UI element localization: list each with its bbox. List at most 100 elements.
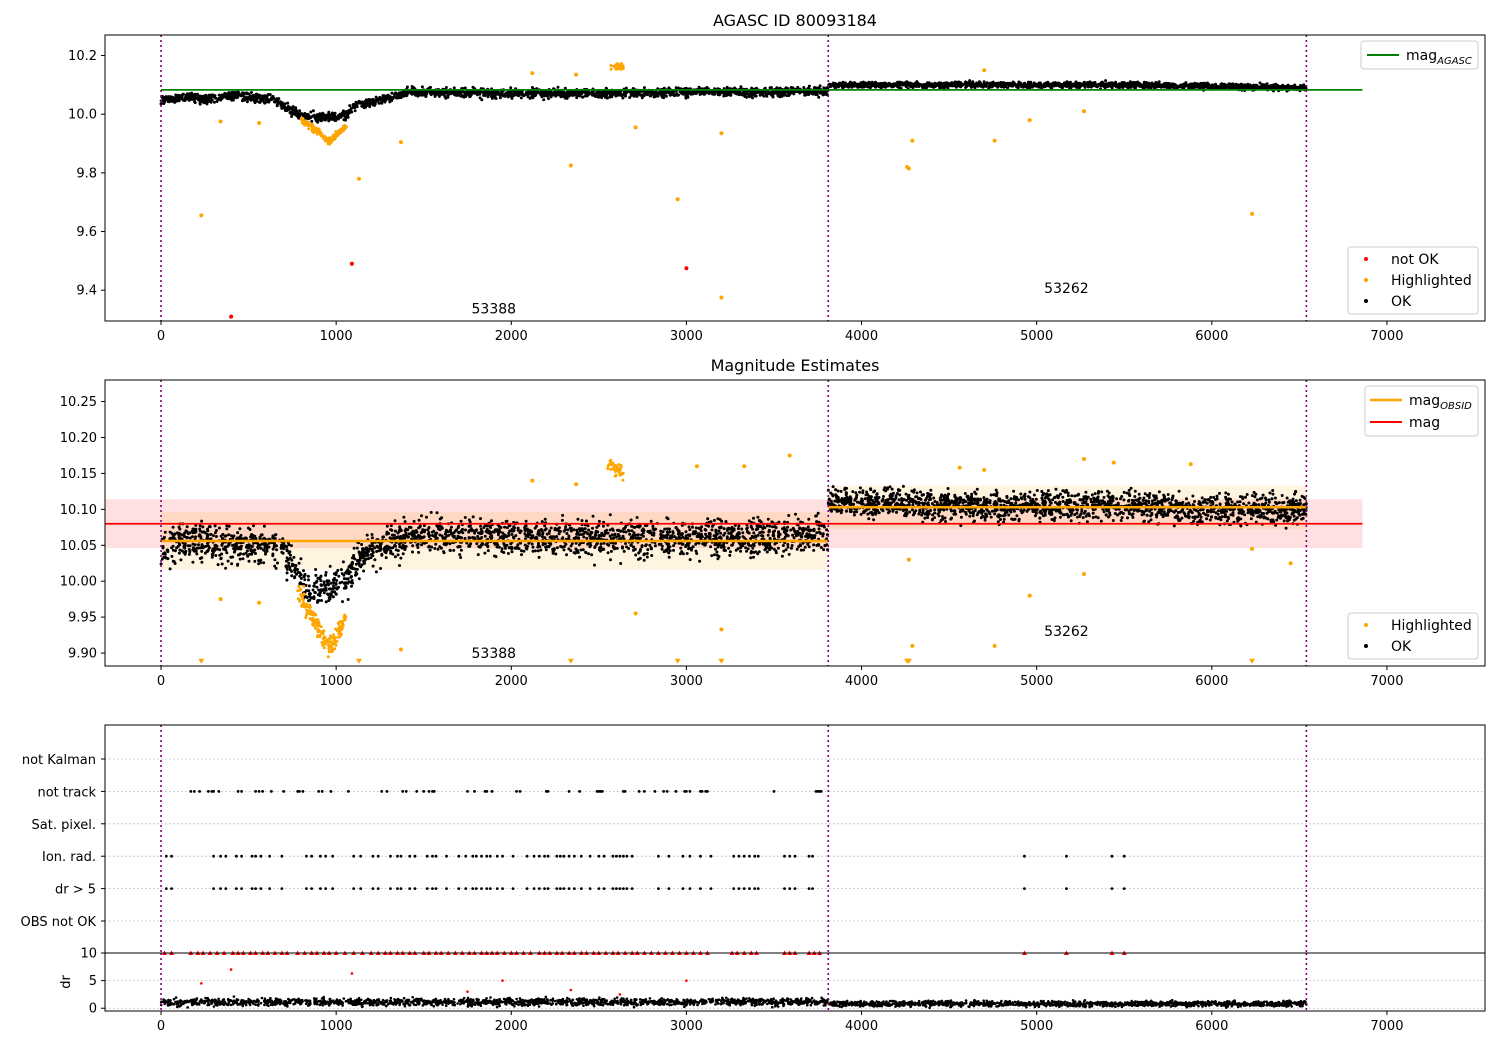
ok-point [624, 542, 627, 545]
ok-point [1111, 84, 1115, 88]
ok-point [314, 118, 318, 122]
ok-point [575, 96, 579, 100]
ok-point [192, 97, 196, 101]
x-tick-label: 1000 [320, 329, 353, 344]
ok-point [490, 94, 494, 98]
ok-point [734, 92, 737, 95]
ok-point [351, 103, 355, 107]
highlighted-point [301, 121, 305, 125]
ok-point [362, 102, 366, 106]
ok-point [556, 85, 560, 89]
ok-point [691, 525, 694, 529]
ok-point [817, 95, 821, 99]
ok-point [159, 562, 163, 566]
ok-point [913, 81, 917, 85]
ok-point [306, 574, 310, 578]
ok-point [611, 92, 615, 96]
ok-point [786, 525, 790, 529]
ok-point [316, 120, 320, 124]
legend-marker-not-ok [1364, 257, 1368, 261]
legend-label-highlighted: Highlighted [1391, 273, 1472, 289]
ok-point [379, 567, 383, 570]
ok-point [1281, 83, 1285, 87]
ok-point [377, 101, 381, 105]
ok-point [185, 92, 189, 96]
ok-point [470, 90, 474, 94]
ok-point [558, 91, 562, 95]
ok-point [769, 86, 773, 90]
ok-point [905, 80, 909, 84]
ok-point [554, 552, 558, 556]
ok-point [665, 516, 669, 520]
ok-point [872, 82, 876, 86]
ok-point [176, 98, 180, 102]
y-tick-label: 9.8 [76, 166, 97, 181]
ok-point [240, 99, 244, 103]
ok-point [1181, 86, 1185, 90]
ok-point [483, 551, 487, 555]
ok-point [887, 81, 891, 85]
ok-point [569, 91, 573, 94]
ok-point [642, 94, 646, 98]
ok-point [268, 93, 272, 97]
highlighted-point [609, 67, 613, 71]
highlighted-point [218, 119, 223, 124]
ok-point [290, 115, 294, 118]
ok-point [341, 600, 344, 604]
ok-point [458, 553, 462, 557]
ok-point [812, 543, 816, 547]
agasc-panel-title: AGASC ID 80093184 [713, 11, 877, 30]
ok-point [224, 566, 228, 570]
highlighted-point [356, 176, 361, 181]
ok-point [1144, 84, 1148, 87]
ok-point [189, 94, 193, 98]
ok-point [1078, 82, 1082, 86]
ok-point [370, 533, 374, 536]
legend-label-ok: OK [1391, 294, 1412, 310]
ok-point [634, 553, 638, 557]
ok-point [324, 118, 328, 122]
ok-point [740, 527, 744, 531]
highlighted-point [609, 64, 613, 67]
ok-point [1085, 82, 1089, 86]
highlighted-point [910, 138, 915, 143]
ok-point [857, 83, 861, 87]
ok-point [860, 84, 864, 88]
ok-point [376, 97, 380, 101]
ok-point [766, 517, 770, 521]
ok-point [928, 83, 932, 87]
ok-point [460, 94, 464, 98]
ok-point [622, 92, 626, 96]
ok-point [1158, 83, 1162, 87]
ok-point [519, 96, 523, 100]
ok-point [412, 519, 416, 523]
ok-point [1026, 84, 1030, 88]
ok-point [1061, 83, 1064, 86]
ok-point [653, 95, 657, 98]
ok-point [398, 93, 402, 97]
ok-point [337, 114, 341, 118]
magnitude-estimates-title: Magnitude Estimates [711, 356, 880, 375]
ok-point [471, 515, 475, 519]
ok-point [807, 84, 811, 88]
ok-point [250, 91, 253, 94]
ok-point [279, 102, 283, 106]
ok-point [309, 110, 313, 114]
ok-point [501, 93, 505, 97]
ok-point [596, 94, 600, 98]
ok-point [174, 93, 178, 97]
highlighted-point [398, 140, 403, 145]
ok-point [760, 534, 764, 538]
ok-point [578, 555, 582, 559]
ok-point [488, 524, 492, 528]
ok-point [200, 97, 204, 101]
ok-point [467, 93, 471, 97]
ok-point [323, 114, 327, 118]
ok-point [405, 92, 409, 96]
ok-point [294, 110, 298, 114]
ok-point [603, 90, 607, 94]
ok-point [765, 550, 769, 554]
ok-point [1114, 85, 1118, 89]
not-ok-point [349, 261, 354, 266]
ok-point [217, 97, 220, 101]
